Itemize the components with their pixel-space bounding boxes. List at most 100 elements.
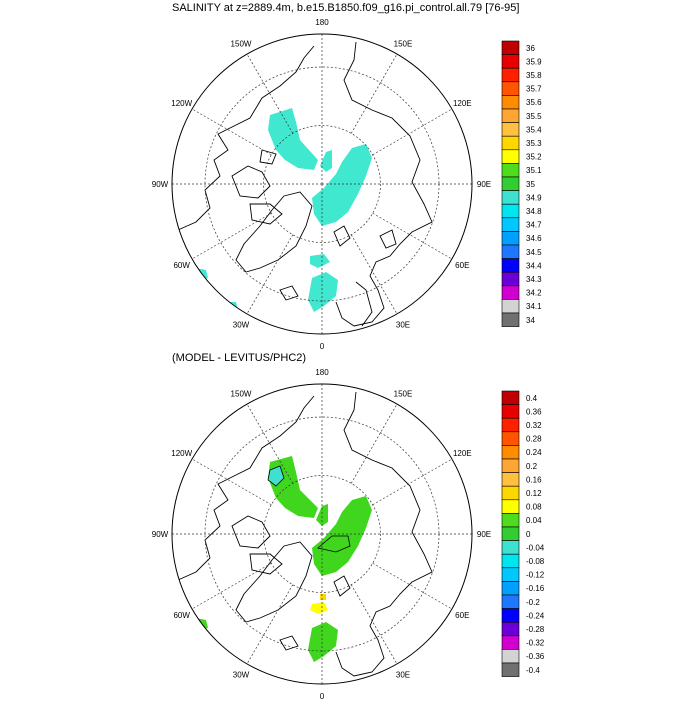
colorbar-label: 34.1 <box>526 302 542 311</box>
lon-label-150W: 150W <box>231 390 252 399</box>
map-2-frame <box>171 383 473 685</box>
map-1-frame <box>171 33 473 335</box>
meridian-120W <box>191 108 272 156</box>
map-1-salinity-patch-nordic <box>308 272 338 312</box>
colorbar-label: 0.36 <box>526 407 542 416</box>
colorbar-swatch <box>501 81 520 96</box>
meridian-150E <box>350 403 398 484</box>
colorbar-swatch <box>501 581 520 596</box>
colorbar-label: 0.4 <box>526 394 538 403</box>
colorbar-label: -0.08 <box>526 557 545 566</box>
lon-label-30W: 30W <box>233 670 250 679</box>
meridian-30E <box>350 234 398 315</box>
colorbar-label: 34.6 <box>526 234 542 243</box>
colorbar-swatch <box>501 163 520 178</box>
colorbar-swatch <box>501 258 520 273</box>
colorbar-label: 35.4 <box>526 125 542 134</box>
lon-label-60W: 60W <box>173 611 190 620</box>
colorbar-label: 35.3 <box>526 139 542 148</box>
lon-label-90W: 90W <box>152 530 169 539</box>
colorbar-swatch <box>501 513 520 528</box>
map-1-salinity-patch-ridge <box>320 150 332 172</box>
lon-label-150E: 150E <box>394 390 413 399</box>
map-2-title: (MODEL - LEVITUS/PHC2) <box>172 352 307 364</box>
meridian-60W <box>191 212 272 260</box>
lon-label-150E: 150E <box>394 40 413 49</box>
lon-label-0: 0 <box>320 692 325 700</box>
colorbar-label: 34.9 <box>526 193 542 202</box>
colorbar-label: -0.4 <box>526 666 540 675</box>
map-2-zero-contour-beaufort <box>267 465 285 487</box>
colorbar-swatch <box>501 458 520 473</box>
map-2-coast-canadian-islands <box>231 515 283 575</box>
colorbar-swatch <box>501 135 520 151</box>
lon-label-90W: 90W <box>152 180 169 189</box>
map-1-coast-novaya-zemlya <box>379 229 397 249</box>
colorbar-label: -0.36 <box>526 652 545 661</box>
colorbar-label: 34.5 <box>526 248 542 257</box>
lat-circle-1 <box>263 125 381 243</box>
map-1-colorbar: 36 35.9 35.8 35.7 35.6 35.5 35.4 35.3 35.2 35.1 35… <box>501 40 542 327</box>
map-1-title: SALINITY at z=2889.4m, b.e15.B1850.f09_g… <box>172 2 520 14</box>
map-1-coast-svalbard <box>333 225 351 247</box>
colorbar-label: 34.2 <box>526 289 542 298</box>
colorbar-label: 0 <box>526 530 531 539</box>
map-1-coast-greenland <box>235 191 313 273</box>
map-2-diff-patch-nordic <box>308 622 338 662</box>
lon-label-120E: 120E <box>453 99 472 108</box>
colorbar-label: 0.2 <box>526 462 538 471</box>
map-2-diff-patch-beaufort <box>268 456 318 518</box>
meridian-60E <box>372 212 453 260</box>
lat-circle-1 <box>263 475 381 593</box>
colorbar-label: 35.2 <box>526 153 542 162</box>
colorbar-swatch <box>501 662 520 677</box>
colorbar-label: 0.24 <box>526 448 542 457</box>
colorbar-swatch <box>501 285 520 300</box>
colorbar-label: 34 <box>526 316 535 325</box>
colorbar-swatch <box>501 594 520 609</box>
colorbar-label: 34.4 <box>526 261 542 270</box>
colorbar-swatch <box>501 608 520 623</box>
map-2-coast-north-america <box>177 395 315 581</box>
colorbar-swatch <box>501 621 520 637</box>
map-1-lon-labels: 180 150E 120E 90E 60E 30E 0 30W 60W 90W 120W 150W <box>152 18 491 351</box>
map-1-salinity-patch-eurasian <box>312 144 372 226</box>
lon-label-180: 180 <box>315 18 329 27</box>
colorbar-label: 35.6 <box>526 98 542 107</box>
colorbar-label: 0.28 <box>526 435 542 444</box>
map-2-graticule <box>172 384 472 684</box>
colorbar-swatch <box>501 176 520 191</box>
map-2-diff-patch-strait <box>310 602 328 614</box>
colorbar-label: 34.8 <box>526 207 542 216</box>
meridian-60E <box>372 562 453 610</box>
colorbar-swatch <box>501 540 520 555</box>
map-1-coast-north-america <box>177 45 315 231</box>
colorbar-label: 34.7 <box>526 221 542 230</box>
lon-label-60W: 60W <box>173 261 190 270</box>
colorbar-label: 35.9 <box>526 57 542 66</box>
colorbar-label: -0.24 <box>526 611 545 620</box>
colorbar-swatch <box>501 108 520 123</box>
lon-label-90E: 90E <box>477 530 491 539</box>
colorbar-label: -0.16 <box>526 584 545 593</box>
map-1-coast-canadian-islands <box>231 149 283 225</box>
meridian-30W <box>246 234 294 315</box>
lon-label-90E: 90E <box>477 180 491 189</box>
map-2: 180 150E 120E 90E 60E 30E 0 30W 60W 90W 120W 150W 0… <box>152 368 545 701</box>
colorbar-swatch <box>501 404 520 419</box>
map-1-coastlines <box>177 41 433 327</box>
meridian-30E <box>350 584 398 665</box>
colorbar-swatch <box>501 312 520 327</box>
map-2-coast-svalbard <box>333 575 351 597</box>
colorbar-swatch <box>501 485 520 501</box>
colorbar-label: 0.12 <box>526 489 542 498</box>
lon-label-150W: 150W <box>231 40 252 49</box>
colorbar-label: 36 <box>526 44 535 53</box>
colorbar-swatch <box>501 472 520 487</box>
colorbar-label: -0.28 <box>526 625 545 634</box>
colorbar-swatch <box>501 553 520 569</box>
lon-label-60E: 60E <box>455 261 469 270</box>
colorbar-label: 0.04 <box>526 516 542 525</box>
